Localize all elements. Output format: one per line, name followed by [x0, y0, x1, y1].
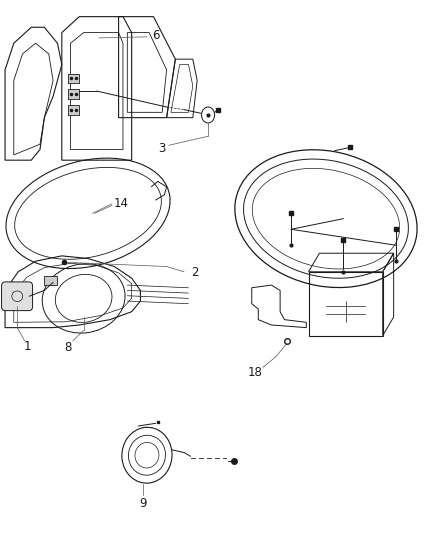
Text: 1: 1 — [24, 340, 32, 353]
Text: 14: 14 — [113, 197, 128, 211]
Bar — [44, 276, 57, 285]
Bar — [68, 74, 79, 83]
Text: 6: 6 — [152, 29, 159, 42]
Bar — [308, 272, 383, 336]
Bar — [68, 106, 79, 115]
Text: 2: 2 — [191, 266, 199, 279]
Text: 8: 8 — [65, 341, 72, 354]
Text: 9: 9 — [139, 497, 146, 510]
Bar — [68, 90, 79, 99]
FancyBboxPatch shape — [2, 282, 32, 311]
Text: 3: 3 — [159, 142, 166, 155]
Text: 18: 18 — [248, 366, 263, 379]
